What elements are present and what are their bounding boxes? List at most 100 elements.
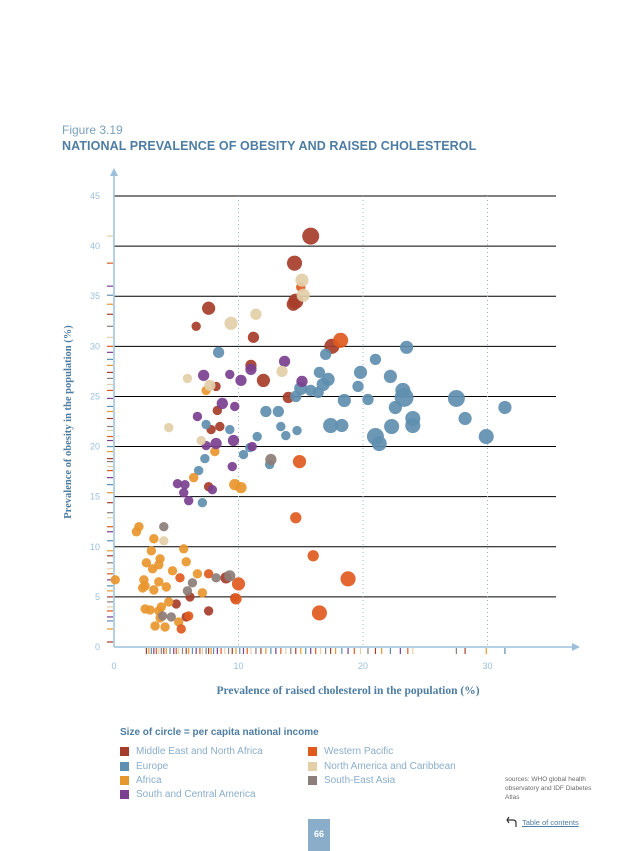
toc-label: Table of contents: [522, 817, 579, 827]
data-point: [369, 353, 382, 366]
legend-item-africa: Africa: [120, 775, 162, 786]
data-point: [340, 571, 356, 587]
data-point: [156, 602, 167, 612]
data-point: [216, 397, 228, 410]
data-point: [188, 472, 199, 483]
data-point: [383, 369, 397, 383]
data-point: [292, 425, 302, 436]
data-point: [272, 405, 284, 418]
data-point: [256, 373, 270, 388]
data-point: [180, 479, 190, 490]
data-point: [176, 624, 186, 634]
legend-label: North America and Caribbean: [324, 761, 456, 772]
data-point: [161, 582, 171, 592]
data-point: [260, 405, 272, 418]
data-point: [286, 255, 303, 271]
y-tick-label: 0: [95, 642, 100, 652]
legend-item-western-pacific: Western Pacific: [308, 746, 393, 757]
data-point: [278, 355, 291, 368]
data-point: [235, 481, 247, 494]
data-point: [159, 536, 169, 546]
legend-swatch: [308, 776, 317, 785]
data-point: [225, 424, 235, 435]
data-point: [192, 411, 203, 422]
data-point: [149, 534, 159, 544]
legend-item-europe: Europe: [120, 761, 168, 772]
y-tick-label: 20: [90, 442, 100, 452]
data-point: [160, 622, 170, 632]
data-point: [498, 400, 512, 415]
data-point: [252, 431, 262, 442]
data-point: [296, 288, 310, 302]
data-point: [290, 390, 302, 403]
data-point: [193, 465, 204, 476]
data-point: [159, 522, 169, 532]
legend-label: Africa: [136, 775, 162, 786]
data-point: [230, 401, 240, 412]
data-point: [211, 573, 221, 583]
data-point: [320, 348, 332, 361]
legend-swatch: [308, 747, 317, 756]
data-point: [399, 340, 414, 354]
data-point: [150, 621, 160, 631]
x-tick-label: 10: [233, 661, 243, 671]
legend-label: South and Central America: [136, 789, 256, 800]
data-point: [227, 434, 240, 447]
data-point: [362, 393, 374, 406]
data-point: [197, 369, 210, 382]
legend-item-south-east-asia: South-East Asia: [308, 775, 395, 786]
legend-item-mena: Middle East and North Africa: [120, 746, 263, 757]
data-point: [154, 577, 164, 587]
legend-label: South-East Asia: [324, 775, 396, 786]
figure-label: Figure 3.19: [62, 123, 123, 137]
legend-label: Europe: [136, 761, 169, 772]
data-point: [192, 569, 203, 579]
data-point: [175, 573, 185, 583]
data-point: [212, 346, 225, 358]
data-point: [230, 593, 242, 605]
data-point: [305, 384, 317, 397]
data-point: [171, 599, 181, 609]
data-point: [296, 375, 308, 388]
data-point: [184, 495, 194, 506]
data-point: [478, 428, 494, 445]
data-point: [286, 297, 300, 311]
y-tick-label: 15: [90, 492, 100, 502]
data-point: [184, 611, 194, 621]
sources-note: sources: WHO global health observatory a…: [505, 776, 592, 801]
data-point: [141, 558, 152, 568]
data-point: [224, 570, 236, 582]
data-point: [179, 544, 189, 554]
data-point: [371, 435, 387, 452]
data-point: [323, 417, 339, 434]
data-point: [245, 363, 257, 376]
data-point: [215, 421, 225, 432]
data-point: [292, 454, 307, 469]
data-point: [227, 461, 237, 472]
data-point: [388, 400, 402, 415]
data-point: [140, 604, 150, 614]
legend-swatch: [308, 762, 317, 771]
y-tick-label: 40: [90, 241, 100, 251]
legend-swatch: [120, 790, 129, 799]
data-point: [238, 449, 249, 460]
legend-swatch: [120, 747, 129, 756]
data-point: [295, 273, 309, 287]
data-point: [290, 512, 302, 524]
data-point: [110, 575, 120, 585]
legend-item-north-america-caribbean: North America and Caribbean: [308, 761, 456, 772]
data-point: [276, 365, 288, 378]
data-point: [352, 380, 364, 393]
data-point: [405, 417, 421, 434]
data-point: [235, 374, 247, 387]
legend-swatch: [120, 762, 129, 771]
data-point: [313, 366, 326, 379]
table-of-contents-link[interactable]: Table of contents: [506, 816, 579, 828]
x-tick-label: 0: [111, 661, 116, 671]
data-point: [134, 522, 144, 532]
y-tick-label: 10: [90, 542, 100, 552]
data-point: [247, 441, 257, 452]
y-tick-label: 25: [90, 391, 100, 401]
data-point: [172, 478, 183, 489]
data-point: [187, 578, 198, 588]
